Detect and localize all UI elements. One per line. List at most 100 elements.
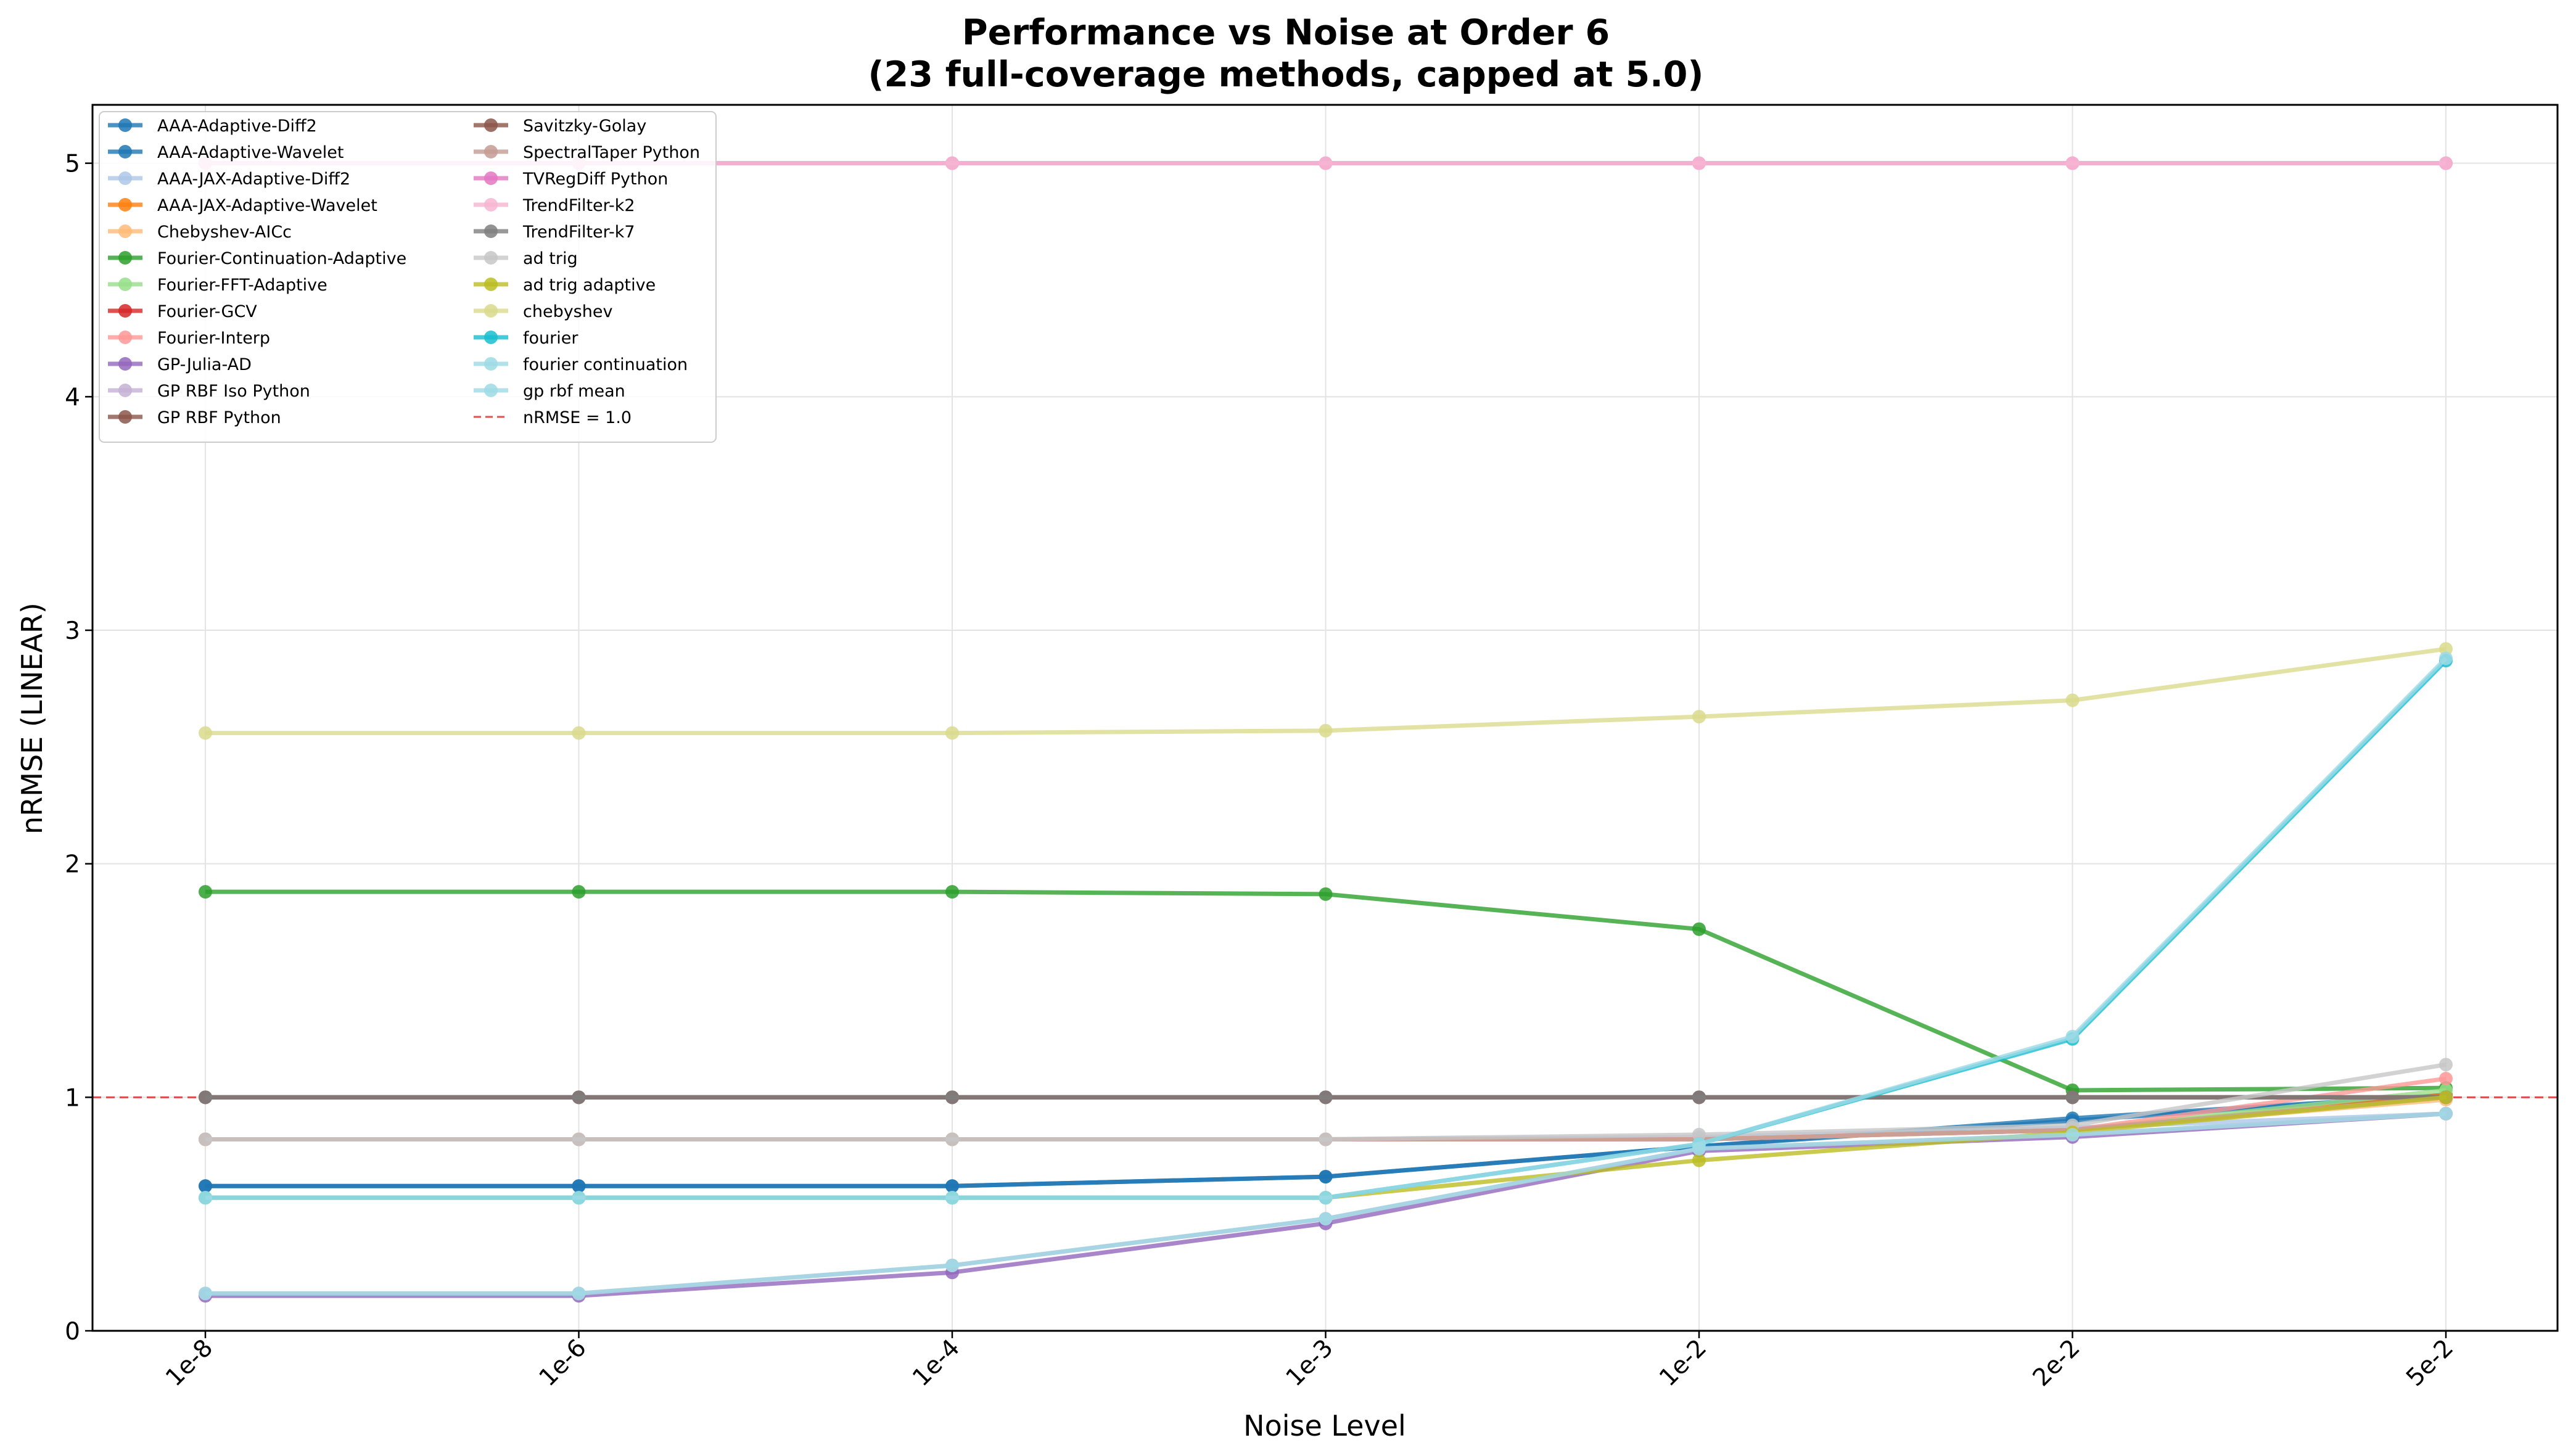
legend-label: TVRegDiff Python — [522, 170, 668, 189]
legend-label: AAA-JAX-Adaptive-Diff2 — [157, 170, 350, 189]
legend-swatch-marker — [484, 145, 498, 158]
chart-subtitle: (23 full-coverage methods, capped at 5.0… — [868, 54, 1704, 95]
y-tick-label: 0 — [65, 1318, 80, 1346]
legend: AAA-Adaptive-Diff2 AAA-Adaptive-Wavelet AA… — [99, 111, 717, 443]
legend-label: fourier — [523, 329, 578, 348]
data-point — [1692, 1090, 1706, 1104]
legend-item: nRMSE = 1.0 — [474, 408, 632, 427]
data-point — [2439, 1090, 2453, 1104]
y-axis: 0 1 2 3 4 5 — [65, 150, 93, 1346]
data-point — [199, 1090, 212, 1104]
legend-swatch-marker — [484, 118, 498, 132]
legend-label: Fourier-FFT-Adaptive — [157, 276, 327, 295]
legend-box — [99, 111, 717, 443]
data-point — [2065, 1029, 2080, 1043]
data-point — [945, 156, 959, 170]
legend-item: Fourier-FFT-Adaptive — [108, 276, 327, 295]
data-point — [572, 1191, 586, 1205]
legend-swatch-marker — [118, 171, 132, 185]
legend-label: GP-Julia-AD — [157, 355, 252, 374]
data-point — [1692, 1127, 1706, 1141]
legend-item: fourier — [474, 329, 578, 348]
legend-swatch-marker — [118, 224, 132, 238]
data-point — [572, 1286, 586, 1301]
data-point — [1692, 1153, 1706, 1167]
legend-swatch-marker — [118, 304, 132, 318]
data-point — [199, 1191, 212, 1205]
data-point — [2439, 642, 2453, 656]
data-point — [2439, 156, 2453, 170]
legend-swatch-marker — [484, 304, 498, 318]
legend-item: Chebyshev-AICc — [108, 223, 292, 242]
legend-label: Fourier-GCV — [157, 302, 257, 321]
data-point — [2065, 1090, 2080, 1104]
legend-item: GP RBF Iso Python — [108, 382, 310, 401]
legend-item: fourier continuation — [474, 355, 688, 374]
data-point — [1692, 922, 1706, 936]
data-point — [2439, 1072, 2453, 1086]
legend-item: GP RBF Python — [108, 408, 281, 427]
data-point — [572, 1132, 586, 1146]
y-tick-label: 5 — [65, 150, 80, 178]
legend-swatch-marker — [484, 251, 498, 265]
legend-swatch-marker — [118, 331, 132, 344]
legend-label: AAA-Adaptive-Wavelet — [157, 143, 344, 162]
legend-item: Fourier-GCV — [108, 302, 257, 321]
legend-label: AAA-Adaptive-Diff2 — [157, 117, 317, 136]
legend-label: chebyshev — [523, 302, 612, 321]
legend-swatch-marker — [484, 331, 498, 344]
data-point — [2065, 693, 2080, 707]
data-point — [1692, 1141, 1706, 1156]
legend-swatch-marker — [484, 171, 498, 185]
y-tick-label: 2 — [65, 851, 80, 879]
y-tick-label: 3 — [65, 617, 80, 645]
legend-swatch-marker — [484, 224, 498, 238]
legend-label: TrendFilter-k7 — [522, 223, 635, 242]
legend-item: GP-Julia-AD — [108, 355, 252, 374]
legend-swatch-marker — [118, 357, 132, 371]
legend-swatch-marker — [118, 410, 132, 424]
legend-item: ad trig adaptive — [474, 276, 656, 295]
y-tick-label: 1 — [65, 1084, 80, 1112]
data-point — [1319, 1191, 1333, 1205]
legend-label: gp rbf mean — [523, 382, 625, 401]
legend-label: Fourier-Continuation-Adaptive — [157, 249, 406, 268]
legend-swatch-marker — [118, 278, 132, 291]
data-point — [1319, 1170, 1333, 1184]
data-point — [199, 885, 212, 899]
y-axis-label: nRMSE (LINEAR) — [15, 603, 49, 834]
data-point — [199, 1286, 212, 1301]
data-point — [945, 726, 959, 740]
data-point — [572, 1090, 586, 1104]
legend-swatch-marker — [118, 384, 132, 397]
legend-swatch-marker — [484, 384, 498, 397]
data-point — [2065, 156, 2080, 170]
legend-swatch-marker — [484, 198, 498, 212]
legend-label: Fourier-Interp — [157, 329, 270, 348]
legend-item: AAA-Adaptive-Diff2 — [108, 117, 317, 136]
data-point — [2065, 1127, 2080, 1141]
data-point — [572, 726, 586, 740]
data-point — [1319, 723, 1333, 738]
legend-item: TVRegDiff Python — [474, 170, 668, 189]
legend-label: ad trig — [523, 249, 578, 268]
data-point — [1692, 710, 1706, 724]
data-point — [945, 885, 959, 899]
legend-swatch-marker — [118, 145, 132, 158]
legend-item: AAA-JAX-Adaptive-Wavelet — [108, 196, 377, 215]
legend-swatch-marker — [118, 198, 132, 212]
legend-label: Chebyshev-AICc — [157, 223, 292, 242]
data-point — [1319, 1090, 1333, 1104]
legend-label: Savitzky-Golay — [523, 117, 646, 136]
legend-item: AAA-JAX-Adaptive-Diff2 — [108, 170, 350, 189]
legend-swatch-marker — [118, 118, 132, 132]
series-22 — [199, 1106, 2453, 1301]
data-point — [1319, 887, 1333, 901]
data-point — [945, 1090, 959, 1104]
legend-item: Fourier-Continuation-Adaptive — [108, 249, 406, 268]
legend-label: AAA-JAX-Adaptive-Wavelet — [157, 196, 377, 215]
series-21 — [199, 651, 2453, 1205]
legend-swatch-marker — [118, 251, 132, 265]
series-layer — [199, 156, 2453, 1303]
legend-label: GP RBF Iso Python — [157, 382, 310, 401]
